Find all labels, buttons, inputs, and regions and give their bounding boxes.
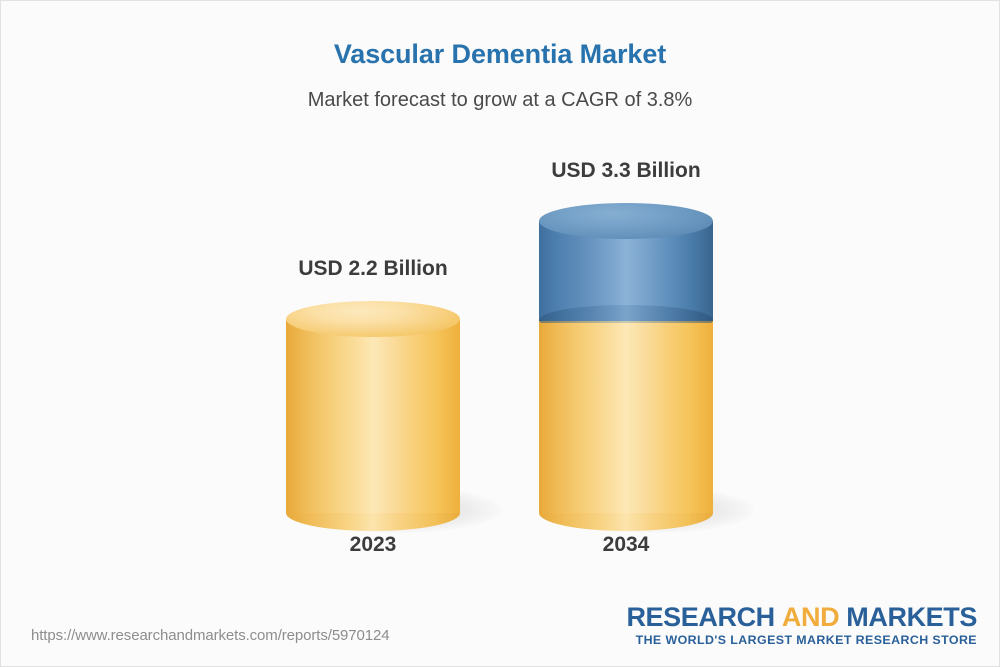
bar-top-cap-2034 [539,203,713,239]
bar-top-cap-2023 [286,301,460,337]
bar-segment-base-lower-2034 [539,323,713,513]
chart-plot-area: USD 2.2 Billion 2023 USD 3.3 Billion 203… [1,1,999,601]
bar-value-label-2034: USD 3.3 Billion [551,159,701,182]
logo-word-research: RESEARCH [626,601,775,632]
page-title: Vascular Dementia Market [333,39,667,69]
brand-logo[interactable]: RESEARCH AND MARKETS THE WORLD'S LARGEST… [626,603,977,648]
logo-tagline: THE WORLD'S LARGEST MARKET RESEARCH STOR… [635,633,977,648]
bar-body-2023 [286,319,460,513]
logo-word-markets: MARKETS [846,601,977,632]
logo-word-and: AND [781,601,840,632]
chart-subtitle: Market forecast to grow at a CAGR of 3.8… [307,89,693,111]
source-url[interactable]: https://www.researchandmarkets.com/repor… [31,627,390,644]
bar-category-label-2023: 2023 [349,533,397,556]
logo-wordmark: RESEARCH AND MARKETS [626,603,977,631]
bar-category-label-2034: 2034 [602,533,650,556]
bar-value-label-2023: USD 2.2 Billion [298,257,448,280]
